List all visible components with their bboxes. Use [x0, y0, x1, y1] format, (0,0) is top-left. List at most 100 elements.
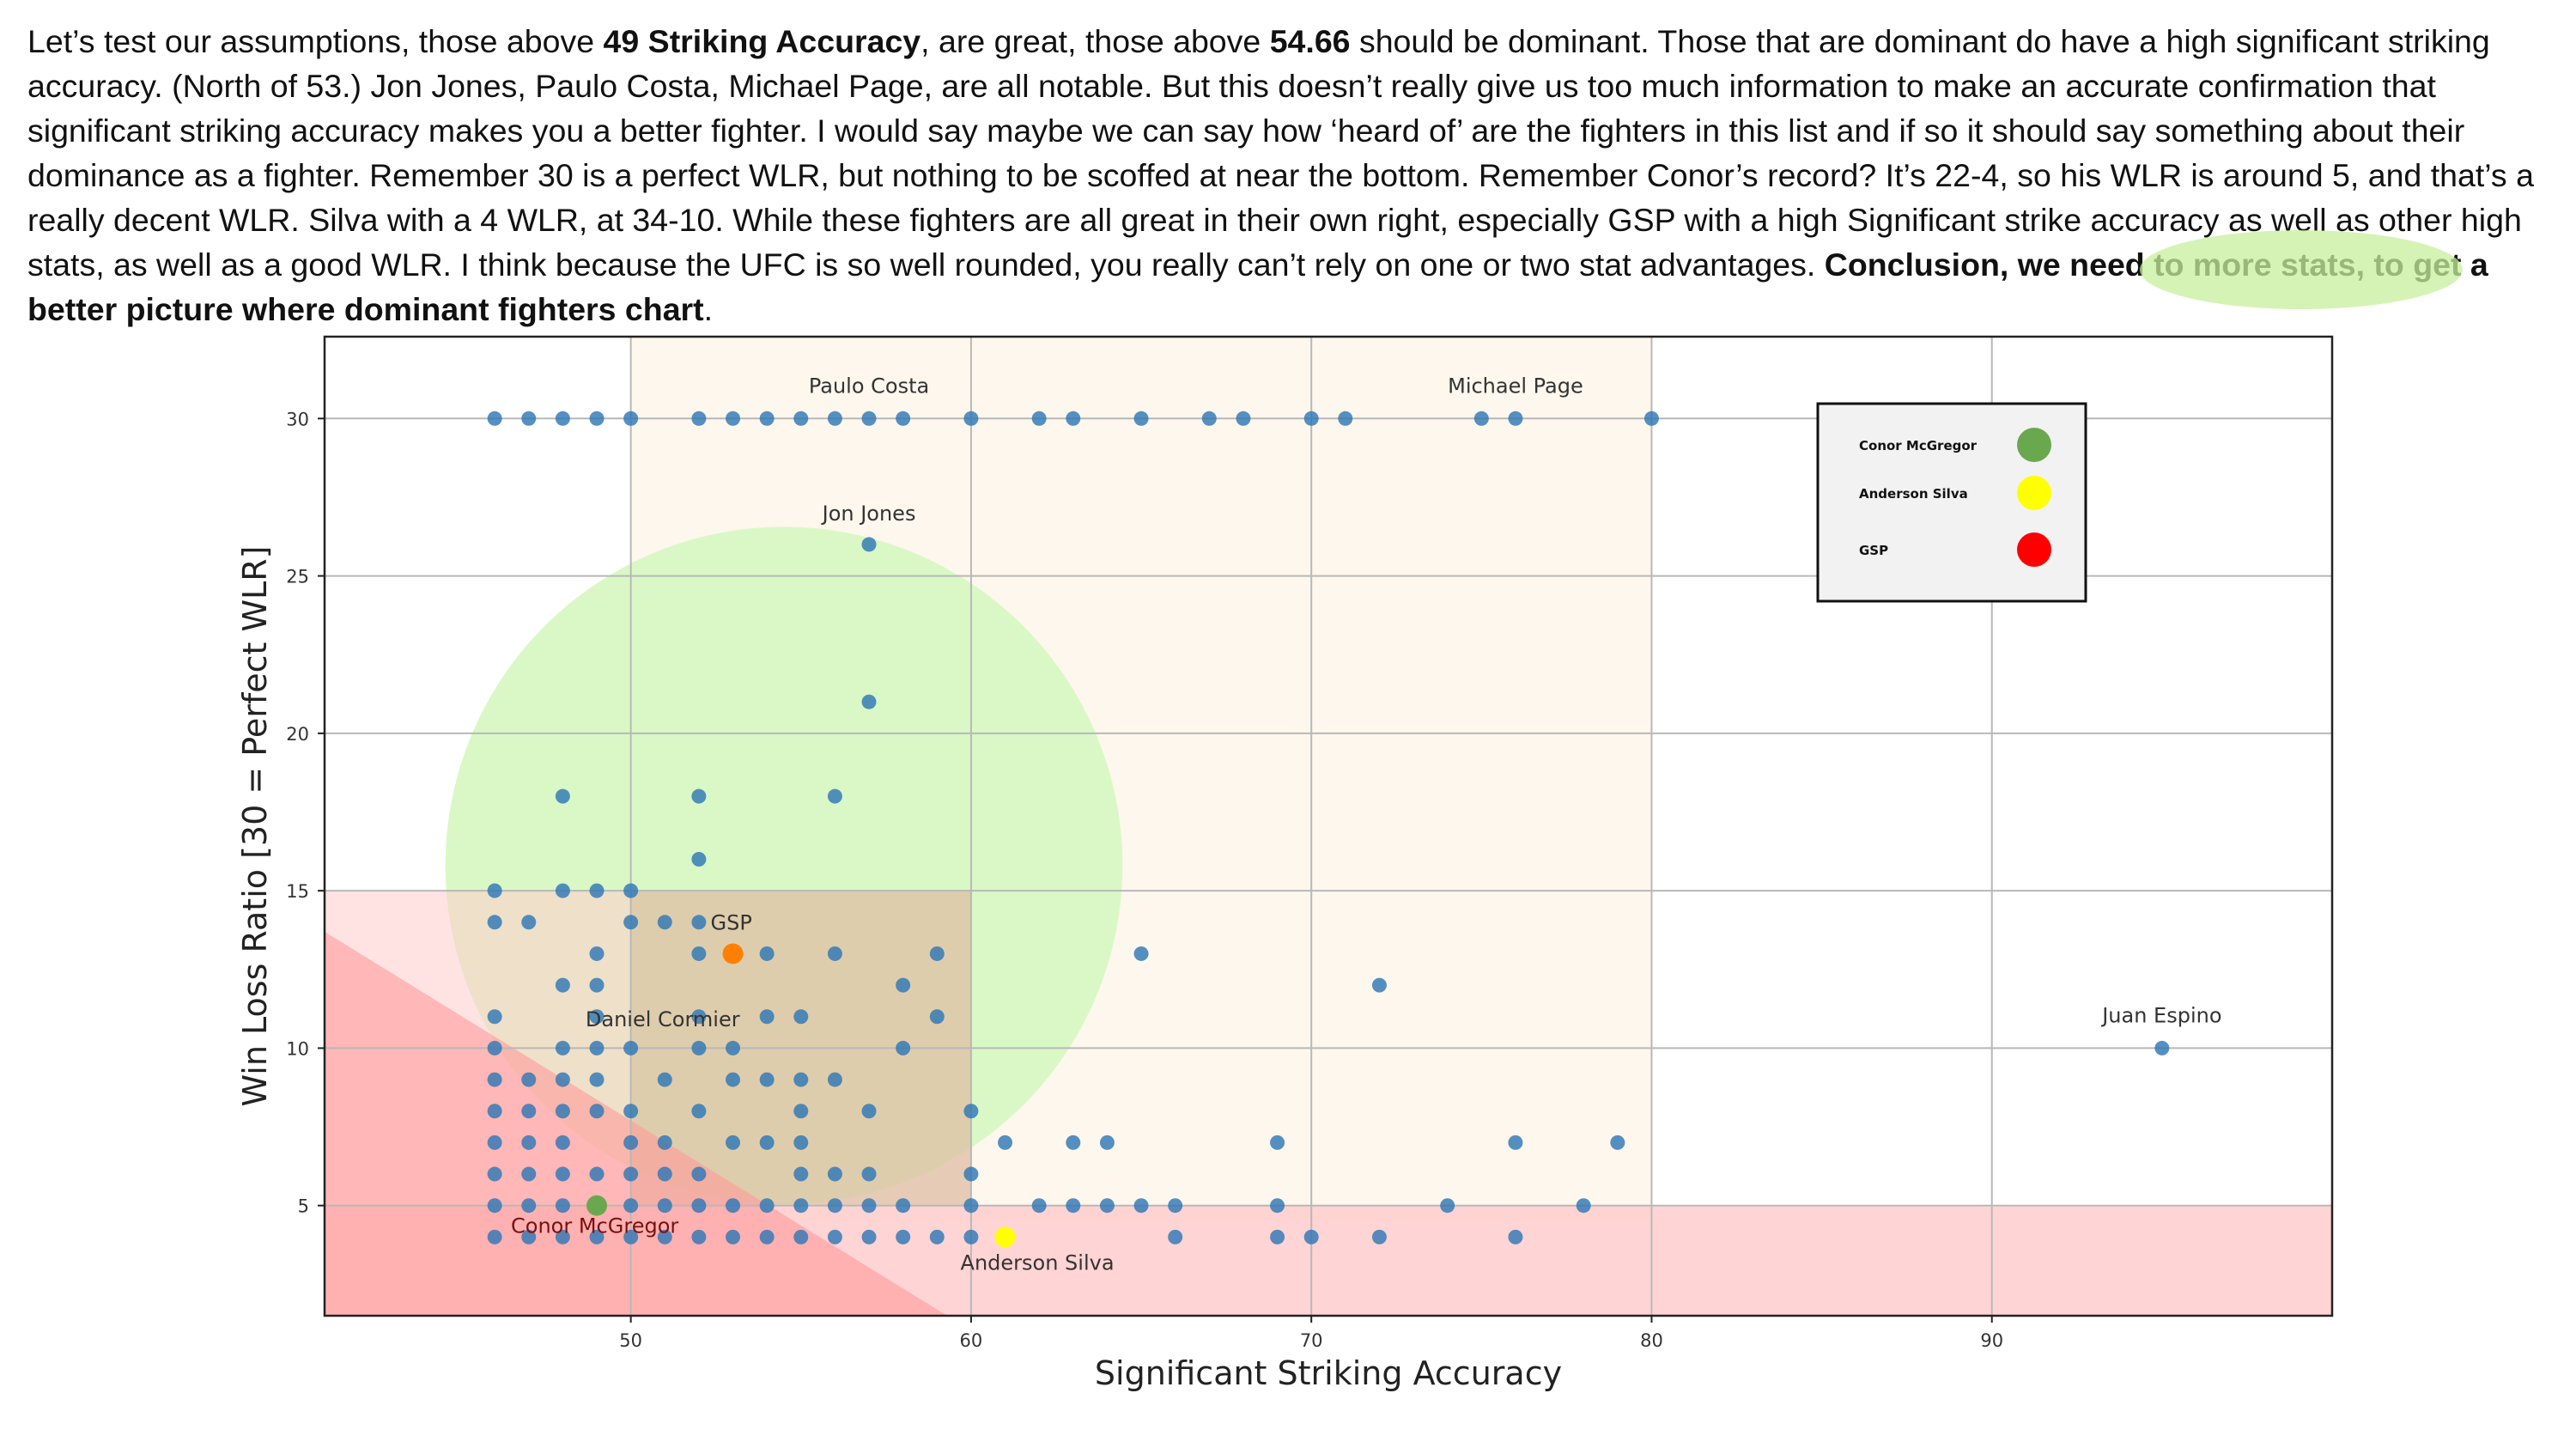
annotations: Paulo Costa Michael Page Jon Jones GSP Danie…: [511, 374, 2222, 1275]
data-point: [793, 1198, 809, 1214]
data-point: [1303, 1229, 1319, 1244]
data-point: [589, 946, 605, 961]
data-point: [896, 1198, 911, 1214]
data-point: [929, 1229, 945, 1244]
point-conor-mcgregor: [586, 1195, 608, 1216]
data-point: [1133, 1198, 1149, 1214]
data-point: [691, 851, 707, 867]
data-point: [827, 1072, 842, 1087]
legend-label: Anderson Silva: [1859, 486, 1968, 502]
data-point: [555, 883, 570, 898]
text-segment: should be dominant. Those that are domin…: [27, 23, 2534, 283]
y-tick-label: 10: [286, 1038, 309, 1059]
data-point: [589, 1009, 605, 1025]
data-point: [759, 1072, 775, 1087]
data-point: [521, 1166, 537, 1182]
data-point: [1270, 1198, 1285, 1214]
data-point: [1031, 411, 1047, 426]
data-point: [555, 411, 570, 426]
data-point: [827, 411, 842, 426]
data-point: [691, 1104, 707, 1119]
data-point: [1270, 1229, 1285, 1244]
data-point: [623, 915, 639, 930]
x-tick-label: 80: [1640, 1330, 1663, 1351]
data-point: [657, 1198, 672, 1214]
annotation-label: Conor McGregor: [511, 1214, 678, 1238]
data-point: [896, 411, 911, 426]
data-point: [487, 1040, 502, 1056]
data-point: [1099, 1135, 1115, 1150]
data-point: [793, 1104, 809, 1119]
data-point: [555, 1040, 570, 1056]
data-point: [896, 1229, 911, 1244]
data-point: [487, 883, 502, 898]
data-point: [691, 946, 707, 961]
data-point: [555, 1072, 570, 1087]
data-point: [1473, 411, 1489, 426]
data-point: [1508, 1135, 1523, 1150]
data-point: [521, 1198, 537, 1214]
data-point: [1576, 1198, 1591, 1214]
data-point: [998, 1135, 1013, 1150]
data-point: [793, 1166, 809, 1182]
annotation-label: Daniel Cormier: [586, 1007, 740, 1031]
marker-highlight: [2140, 230, 2463, 309]
data-point: [1338, 411, 1353, 426]
annotation-label: GSP: [711, 910, 752, 934]
data-point: [691, 1229, 707, 1244]
x-tick-label: 60: [960, 1330, 983, 1351]
annotation-label: Jon Jones: [821, 502, 916, 526]
data-point: [963, 1198, 979, 1214]
data-point: [623, 411, 639, 426]
annotation-label: Juan Espino: [2100, 1003, 2221, 1027]
data-point: [521, 1104, 537, 1119]
data-point: [861, 1104, 877, 1119]
data-point: [487, 1198, 502, 1214]
data-point: [929, 946, 945, 961]
y-tick-label: 30: [286, 409, 309, 429]
data-point: [861, 537, 877, 552]
data-point: [521, 411, 537, 426]
data-point: [759, 1229, 775, 1244]
data-point: [555, 977, 570, 993]
data-point: [691, 915, 707, 930]
data-point: [487, 1072, 502, 1087]
data-point: [623, 1166, 639, 1182]
data-point: [963, 411, 979, 426]
data-point: [759, 1135, 775, 1150]
data-point: [827, 1198, 842, 1214]
data-point: [1133, 946, 1149, 961]
data-point: [1371, 1229, 1387, 1244]
data-point: [1440, 1198, 1455, 1214]
data-point: [521, 1072, 537, 1087]
data-point: [1066, 1198, 1081, 1214]
data-point: [759, 411, 775, 426]
red-triangle-region: [325, 931, 948, 1316]
data-point: [555, 1229, 570, 1244]
data-point: [1303, 411, 1319, 426]
data-point: [691, 1009, 707, 1025]
data-point: [827, 1166, 842, 1182]
x-tick-label: 70: [1300, 1330, 1323, 1351]
data-point: [861, 411, 877, 426]
data-point: [1610, 1135, 1625, 1150]
legend-label: Conor McGregor: [1859, 438, 1978, 453]
data-point: [963, 1166, 979, 1182]
data-point: [1270, 1135, 1285, 1150]
data-point: [487, 1135, 502, 1150]
data-point: [793, 411, 809, 426]
data-point: [487, 1009, 502, 1025]
data-point: [589, 1104, 605, 1119]
data-point: [759, 1198, 775, 1214]
data-point: [657, 1072, 672, 1087]
data-point: [521, 1229, 537, 1244]
y-tick-label: 5: [298, 1196, 309, 1217]
data-point: [691, 1198, 707, 1214]
bold-striking-accuracy: 49 Striking Accuracy: [603, 23, 921, 59]
data-point: [726, 1040, 741, 1056]
data-point: [1031, 1198, 1047, 1214]
data-point: [793, 1072, 809, 1087]
annotation-label: Anderson Silva: [961, 1250, 1115, 1275]
data-point: [589, 883, 605, 898]
data-point: [589, 411, 605, 426]
